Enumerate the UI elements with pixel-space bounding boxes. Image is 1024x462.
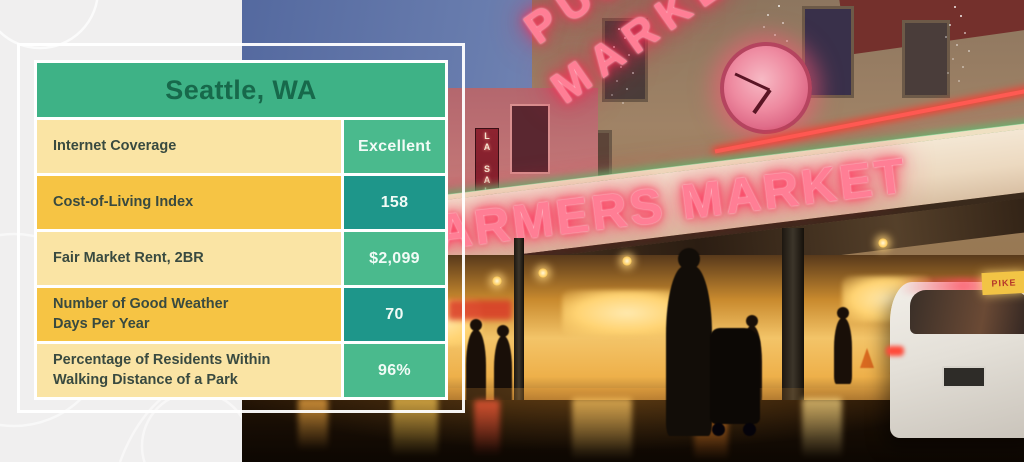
stat-label-cell: Percentage of Residents Within Walking D… (37, 344, 341, 397)
stat-value-cell: $2,099 (344, 232, 445, 285)
stat-label: Internet Coverage (53, 137, 177, 154)
stat-value: 158 (380, 193, 409, 211)
car-rear-window (910, 290, 1024, 334)
city-title: Seattle, WA (165, 74, 317, 105)
stroller-silhouette (710, 328, 760, 436)
stat-value: $2,099 (369, 249, 420, 267)
stat-value-cell: 70 (344, 288, 445, 341)
table-row: Fair Market Rent, 2BR $2,099 (37, 232, 445, 285)
hanging-lamp (538, 268, 548, 278)
card-header: Seattle, WA (37, 63, 445, 117)
table-row: Number of Good Weather Days Per Year 70 (37, 288, 445, 341)
stat-value: 96% (378, 361, 411, 379)
light-reflection (474, 400, 500, 456)
stat-label-cell: Fair Market Rent, 2BR (37, 232, 341, 285)
stat-label: Number of Good Weather Days Per Year (53, 296, 229, 332)
market-photo: LA SALLE HO PUBLIC MARKET FARMERS MARKET (242, 0, 1024, 462)
hanging-lamp (622, 256, 632, 266)
pedestrian-silhouette (834, 318, 852, 384)
building-window (902, 20, 950, 98)
stat-label: Cost-of-Living Index (53, 193, 194, 210)
light-reflection (572, 398, 632, 460)
table-row: Internet Coverage Excellent (37, 120, 445, 173)
man-with-stroller-silhouette (666, 248, 712, 436)
stat-label: Percentage of Residents Within Walking D… (53, 352, 271, 388)
license-plate (942, 366, 986, 388)
traffic-cone (860, 348, 874, 368)
card-outline-frame (17, 43, 465, 413)
light-reflection (298, 398, 328, 450)
stat-label-cell: Cost-of-Living Index (37, 176, 341, 229)
stat-value: 70 (385, 305, 404, 323)
building-window (602, 18, 648, 102)
holiday-lights-icon (618, 28, 620, 30)
table-row: Percentage of Residents Within Walking D… (37, 344, 445, 397)
stat-label-cell: Internet Coverage (37, 120, 341, 173)
clock-hour-hand (752, 88, 772, 115)
pedestrian-silhouette (466, 330, 486, 408)
building-window (802, 6, 854, 98)
hanging-lamp (878, 238, 888, 248)
pike-sign: PIKE (981, 270, 1024, 296)
stat-value-cell: 158 (344, 176, 445, 229)
holiday-lights-icon (954, 6, 956, 8)
hanging-lamp (492, 276, 502, 286)
stat-label-cell: Number of Good Weather Days Per Year (37, 288, 341, 341)
table-row: Cost-of-Living Index 158 (37, 176, 445, 229)
stat-value-cell: 96% (344, 344, 445, 397)
hotel-window (510, 104, 550, 174)
stat-label: Fair Market Rent, 2BR (53, 249, 204, 266)
pedestrian-silhouette (494, 336, 512, 408)
market-clock (720, 42, 812, 134)
light-reflection (392, 396, 438, 456)
white-car (886, 278, 1024, 438)
stat-value-cell: Excellent (344, 120, 445, 173)
light-reflection (802, 398, 842, 458)
clock-minute-hand (734, 72, 771, 92)
city-stats-card: Seattle, WA Internet Coverage Excellent … (34, 60, 448, 400)
support-pole (514, 238, 524, 418)
stat-value: Excellent (358, 137, 431, 155)
taillight (886, 346, 904, 356)
